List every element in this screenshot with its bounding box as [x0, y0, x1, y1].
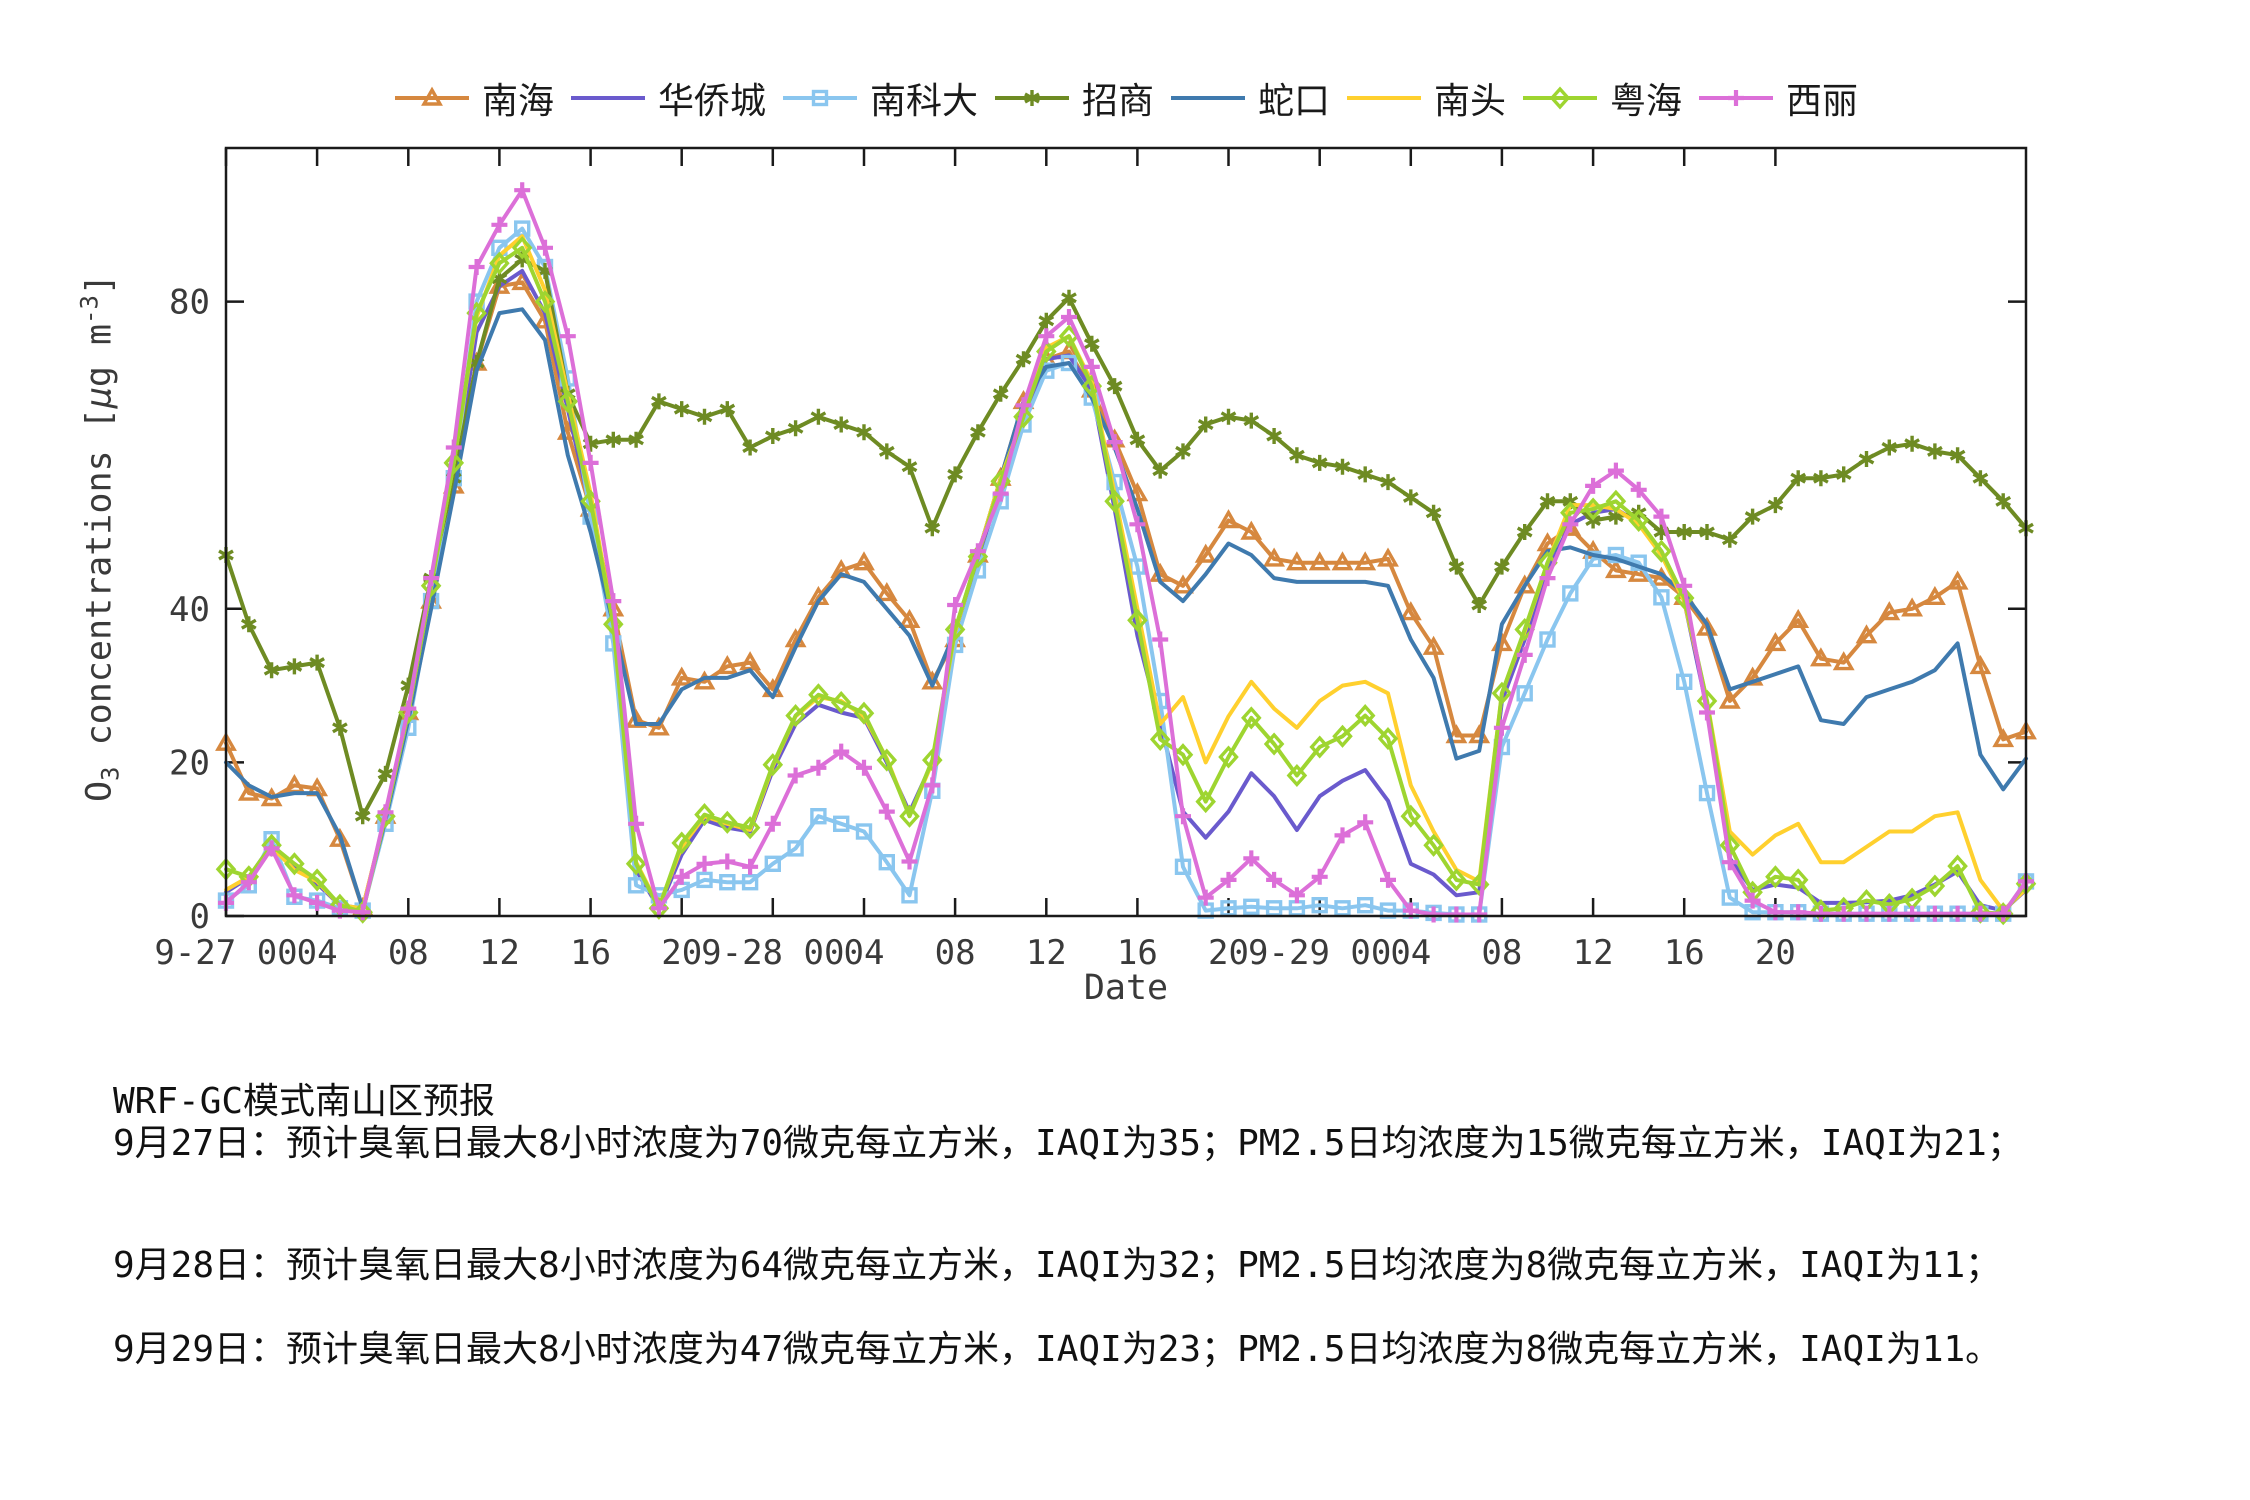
- legend-label-nankeda: 南科大: [869, 81, 978, 122]
- x-tick-label: 20: [1208, 933, 1249, 973]
- chart-legend: 南海 华侨城 南科大 招商 蛇口 南头 粤海 西丽: [0, 72, 2250, 124]
- forecast-line-sep28: 9月28日：预计臭氧日最大8小时浓度为64微克每立方米，IAQI为32；PM2.…: [113, 1245, 2002, 1286]
- legend-swatch-nanhai-icon: [394, 86, 469, 106]
- x-tick-label: 12: [1573, 933, 1614, 973]
- forecast-title: WRF-GC模式南山区预报: [113, 1081, 496, 1122]
- legend-label-xili: 西丽: [1786, 81, 1859, 122]
- series-shekou: [224, 307, 2028, 911]
- y-axis-label: O3 concentrations [μg m-3]: [75, 273, 125, 803]
- legend-item-xili: 西丽: [1696, 72, 1858, 124]
- legend-label-shekou: 蛇口: [1258, 81, 1331, 122]
- x-tick-label: 9-29 00: [1248, 933, 1391, 973]
- x-tick-label: 16: [570, 933, 611, 973]
- x-tick-label: 20: [661, 933, 702, 973]
- legend-swatch-nantou-icon: [1347, 96, 1422, 100]
- legend-item-huaqiaocheng: 华侨城: [568, 72, 766, 124]
- y-tick-label: 80: [169, 283, 210, 323]
- forecast-line-sep27: 9月27日：预计臭氧日最大8小时浓度为70微克每立方米，IAQI为35；PM2.…: [113, 1123, 2023, 1164]
- legend-item-shekou: 蛇口: [1168, 72, 1330, 124]
- legend-swatch-yuehai-icon: [1523, 86, 1598, 110]
- legend-swatch-shekou-icon: [1171, 96, 1245, 100]
- x-tick-label: 16: [1664, 933, 1705, 973]
- legend-label-huaqiaocheng: 华侨城: [657, 81, 766, 122]
- legend-item-nankeda: 南科大: [780, 72, 978, 124]
- x-tick-label: 08: [935, 933, 976, 973]
- legend-label-nanhai: 南海: [481, 81, 554, 122]
- y-tick-label: 20: [169, 743, 210, 783]
- x-tick-label: 16: [1117, 933, 1158, 973]
- legend-item-nantou: 南头: [1344, 72, 1506, 124]
- x-tick-label: 08: [388, 933, 429, 973]
- legend-swatch-nankeda-icon: [782, 89, 857, 107]
- legend-swatch-xili-icon: [1699, 90, 1774, 106]
- y-tick-label: 40: [169, 590, 210, 630]
- x-tick-label: 04: [844, 933, 885, 973]
- series-huaqiaocheng: [224, 268, 2028, 913]
- series-nanhai: [215, 270, 2037, 916]
- legend-swatch-huaqiaocheng-icon: [570, 96, 645, 100]
- x-tick-label: 12: [479, 933, 520, 973]
- x-tick-label: 08: [1481, 933, 1522, 973]
- x-tick-label: 9-27 00: [154, 933, 297, 973]
- legend-label-nantou: 南头: [1434, 81, 1507, 122]
- x-tick-label: 04: [1390, 933, 1431, 973]
- legend-item-yuehai: 粤海: [1520, 72, 1682, 124]
- plot-border: [224, 146, 2028, 918]
- legend-label-zhaoshang: 招商: [1081, 81, 1154, 122]
- x-tick-label: 9-28 00: [701, 933, 844, 973]
- x-tick-label: 04: [297, 933, 338, 973]
- y-tick-label: 0: [190, 897, 210, 937]
- x-tick-label: 12: [1026, 933, 1067, 973]
- legend-item-zhaoshang: 招商: [992, 72, 1154, 124]
- legend-swatch-zhaoshang-icon: [994, 90, 1069, 106]
- x-tick-label: 20: [1755, 933, 1796, 973]
- x-axis-label: Date: [1083, 968, 1169, 1008]
- legend-item-nanhai: 南海: [392, 72, 554, 124]
- forecast-line-sep29: 9月29日：预计臭氧日最大8小时浓度为47微克每立方米，IAQI为23；PM2.…: [113, 1329, 2002, 1370]
- legend-label-yuehai: 粤海: [1610, 81, 1683, 122]
